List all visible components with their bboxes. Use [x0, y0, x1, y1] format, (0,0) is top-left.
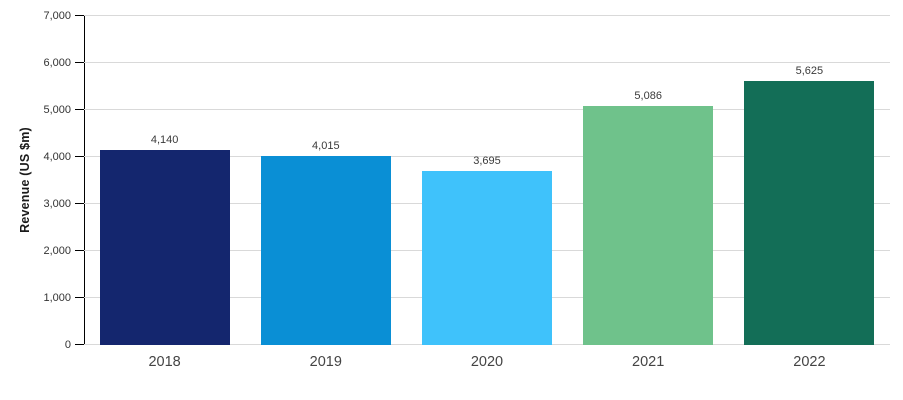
y-tick-label: 6,000: [43, 57, 71, 69]
bar-2021: [583, 105, 714, 345]
gridline: [84, 62, 890, 63]
bar-value-label-2019: 4,015: [312, 140, 340, 153]
y-axis-line: [84, 16, 85, 345]
bar-value-label-2020: 3,695: [473, 155, 501, 168]
y-tick-mark: [75, 109, 84, 110]
plot-area: 0 1,000 2,000 3,000 4,000 5,000 6,000 7,000 4,14…: [43, 10, 890, 370]
y-tick-label: 1,000: [43, 292, 71, 304]
y-tick-label: 4,000: [43, 151, 71, 163]
x-tick-label-2019: 2019: [309, 354, 342, 370]
y-tick-mark: [75, 250, 84, 251]
bar-value-label-2021: 5,086: [634, 89, 662, 102]
y-tick-mark: [75, 15, 84, 16]
bar-2019: [260, 156, 391, 345]
bar-2022: [744, 80, 875, 345]
x-tick-label-2022: 2022: [793, 354, 826, 370]
y-tick-mark: [75, 297, 84, 298]
bar-2018: [99, 150, 230, 345]
y-tick-mark: [75, 62, 84, 63]
gridline: [84, 15, 890, 16]
x-tick-label-2018: 2018: [148, 354, 181, 370]
gridline: [84, 156, 890, 157]
y-tick-mark: [75, 203, 84, 204]
x-tick-label-2021: 2021: [632, 354, 665, 370]
y-tick-label: 7,000: [43, 10, 71, 22]
y-axis-title: Revenue (US $m): [18, 127, 32, 233]
bar-value-label-2022: 5,625: [795, 64, 824, 77]
gridline: [84, 109, 890, 110]
y-tick-label: 3,000: [43, 198, 71, 210]
bar-value-label-2018: 4,140: [150, 134, 179, 147]
y-tick-label: 0: [64, 339, 71, 351]
y-tick-label: 5,000: [43, 104, 71, 116]
y-tick-mark: [75, 156, 84, 157]
x-tick-label-2020: 2020: [470, 354, 504, 370]
y-tick-mark: [75, 344, 84, 345]
bar-2020: [422, 171, 552, 345]
y-tick-label: 2,000: [43, 245, 71, 257]
